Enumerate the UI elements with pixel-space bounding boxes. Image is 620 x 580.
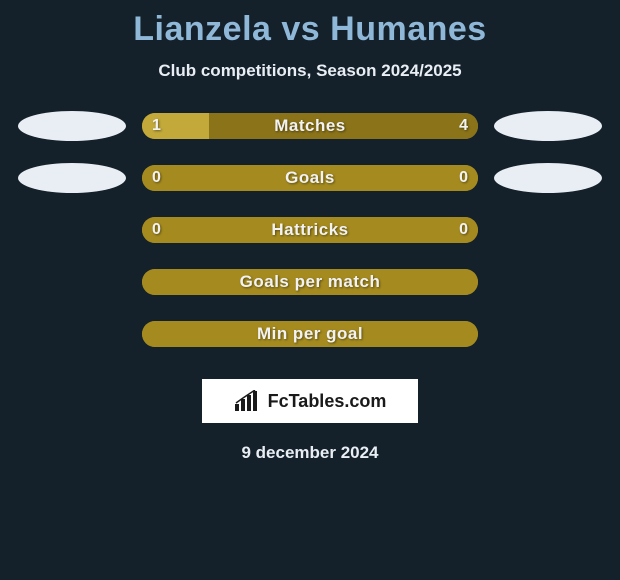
- stat-label: Matches: [142, 113, 478, 139]
- source-badge: FcTables.com: [202, 379, 418, 423]
- stat-label: Goals per match: [142, 269, 478, 295]
- stat-label: Min per goal: [142, 321, 478, 347]
- team-marker-right: [494, 111, 602, 141]
- stat-bar: Goals0 0: [142, 165, 478, 191]
- page-subtitle: Club competitions, Season 2024/2025: [0, 61, 620, 81]
- stat-row: Hattricks0 0: [0, 215, 620, 245]
- stat-value-right: 4: [459, 113, 468, 139]
- stat-row: Matches1 4: [0, 111, 620, 141]
- stat-label: Hattricks: [142, 217, 478, 243]
- stat-bar: Min per goal: [142, 321, 478, 347]
- stat-row: Goals per match: [0, 267, 620, 297]
- stat-bar: Matches1 4: [142, 113, 478, 139]
- stat-value-left: 0: [152, 165, 161, 191]
- page-title: Lianzela vs Humanes: [0, 10, 620, 49]
- comparison-infographic: Lianzela vs Humanes Club competitions, S…: [0, 0, 620, 463]
- stat-bar: Hattricks0 0: [142, 217, 478, 243]
- stat-value-right: 0: [459, 217, 468, 243]
- source-badge-text: FcTables.com: [268, 391, 387, 412]
- stat-label: Goals: [142, 165, 478, 191]
- team-marker-left: [18, 111, 126, 141]
- stat-bar: Goals per match: [142, 269, 478, 295]
- stats-list: Matches14Goals00Hattricks00Goals per mat…: [0, 111, 620, 349]
- stat-value-right: 0: [459, 165, 468, 191]
- team-marker-right: [494, 163, 602, 193]
- chart-bars-icon: [234, 390, 262, 412]
- stat-row: Goals0 0: [0, 163, 620, 193]
- team-marker-left: [18, 163, 126, 193]
- stat-row: Min per goal: [0, 319, 620, 349]
- stat-value-left: 1: [152, 113, 161, 139]
- stat-value-left: 0: [152, 217, 161, 243]
- date-label: 9 december 2024: [0, 443, 620, 463]
